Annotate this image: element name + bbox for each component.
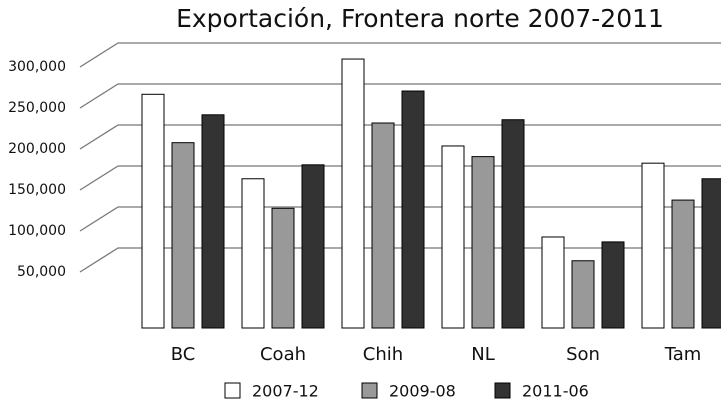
grid-line: [79, 83, 721, 109]
bar: [471, 156, 495, 329]
bar: [371, 122, 395, 329]
bar: [571, 260, 595, 329]
y-tick-label: 200,000: [8, 141, 66, 157]
bar: [641, 162, 665, 329]
bar: [501, 119, 525, 329]
bar: [701, 178, 721, 329]
x-tick-label: Tam: [664, 344, 702, 365]
grid-line: [79, 42, 721, 68]
bar: [141, 93, 165, 329]
y-tick-label: 50,000: [17, 264, 66, 280]
x-tick-label: Chih: [363, 344, 403, 365]
bar: [301, 164, 325, 329]
legend-swatch: [224, 382, 241, 399]
y-tick-label: 250,000: [8, 100, 66, 116]
bar: [601, 241, 625, 329]
bar: [241, 178, 265, 329]
bar: [671, 199, 695, 329]
bar: [401, 90, 425, 329]
bar: [271, 207, 295, 329]
bar: [441, 145, 465, 329]
x-tick-label: Coah: [260, 344, 306, 365]
y-tick-label: 150,000: [8, 182, 66, 198]
legend-swatch: [361, 382, 378, 399]
bar: [201, 114, 225, 329]
bar: [341, 58, 365, 329]
x-tick-label: NL: [471, 344, 495, 365]
legend-label: 2007-12: [252, 382, 319, 401]
legend-label: 2011-06: [522, 382, 589, 401]
x-tick-label: BC: [171, 344, 196, 365]
legend-swatch: [494, 382, 511, 399]
x-tick-label: Son: [566, 344, 600, 365]
bar: [541, 236, 565, 329]
legend-label: 2009-08: [389, 382, 456, 401]
bar: [171, 142, 195, 329]
y-tick-label: 100,000: [8, 223, 66, 239]
chart-title: Exportación, Frontera norte 2007-2011: [176, 4, 664, 33]
y-tick-label: 300,000: [8, 59, 66, 75]
